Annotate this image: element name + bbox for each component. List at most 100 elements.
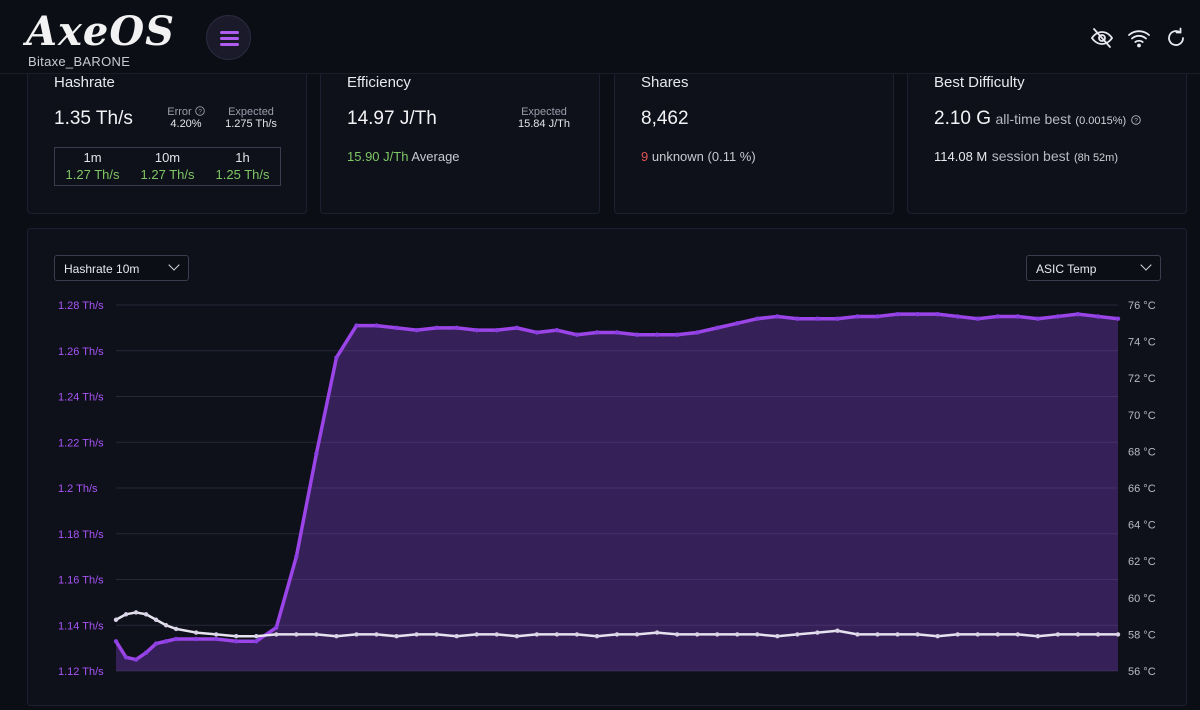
eye-off-icon[interactable] (1090, 26, 1114, 50)
efficiency-average: 15.90 J/Th Average (347, 149, 460, 164)
temp-point (534, 632, 540, 637)
temp-point (173, 626, 179, 632)
menu-button[interactable] (206, 15, 251, 60)
y-left-tick-label: 1.26 Th/s (58, 346, 104, 358)
hashrate-point (614, 330, 620, 335)
hashrate-point (715, 325, 720, 331)
top-bar: AxeOS Bitaxe_BARONE (0, 0, 1200, 74)
temp-line (115, 611, 1118, 638)
temp-point (1095, 632, 1101, 637)
hashrate-point (634, 332, 640, 337)
shares-card: Shares 8,462 9 unknown (0.11 %) (614, 74, 894, 214)
hashrate-point (434, 325, 439, 331)
temp-point (574, 632, 580, 637)
temp-point (674, 632, 680, 637)
temp-point (855, 632, 860, 637)
temp-point (354, 632, 359, 637)
y-right-tick-label: 60 °C (1128, 593, 1156, 605)
temp-point (1075, 632, 1081, 637)
hashrate-point (193, 636, 199, 642)
right-series-select[interactable]: ASIC Temp (1026, 255, 1161, 281)
svg-text:?: ? (1134, 117, 1138, 124)
hashrate-point (514, 325, 519, 331)
hashrate-point (935, 311, 940, 317)
temp-point (314, 632, 319, 637)
temp-point (594, 634, 600, 639)
card-title: Efficiency (347, 74, 411, 91)
left-series-select[interactable]: Hashrate 10m (54, 255, 189, 281)
y-right-tick-label: 70 °C (1128, 410, 1156, 422)
app-logo[interactable]: AxeOS (26, 12, 175, 52)
hashrate-point (815, 316, 820, 321)
hashrate-point (835, 316, 840, 321)
temp-point (1115, 632, 1121, 637)
temp-point (775, 634, 780, 639)
y-right-tick-label: 66 °C (1128, 483, 1156, 495)
hashrate-point (133, 657, 139, 662)
temp-point (694, 632, 700, 637)
efficiency-value: 14.97 J/Th (347, 108, 437, 129)
hashrate-point (314, 451, 319, 456)
hashrate-point (674, 332, 680, 337)
card-title: Best Difficulty (934, 74, 1025, 91)
temp-point (254, 634, 259, 639)
help-icon[interactable]: ? (1130, 115, 1141, 125)
menu-icon (220, 31, 239, 34)
temp-point (1055, 632, 1061, 637)
hashrate-point (1035, 316, 1041, 321)
hashrate-point (855, 314, 860, 319)
temp-point (474, 632, 479, 637)
hashrate-point (654, 332, 660, 337)
temp-point (414, 632, 419, 637)
hashrate-point (755, 316, 760, 321)
hashrate-point (574, 332, 580, 337)
temp-point (374, 632, 379, 637)
logo-text: AxeOS (26, 8, 176, 55)
hashrate-point (1015, 314, 1020, 319)
hashrate-point (1075, 311, 1081, 317)
temp-point (634, 632, 640, 637)
hashrate-point (995, 314, 1000, 319)
session-best: 114.08 M session best (8h 52m) (934, 148, 1119, 164)
hashrate-temp-chart[interactable]: 1.28 Th/s 1.26 Th/s 1.24 Th/s 1.22 Th/s 1.2 … (28, 229, 1188, 707)
hashrate-averages: 1m 1.27 Th/s 10m 1.27 Th/s 1h 1.25 Th/s (54, 147, 281, 186)
y-left-tick-label: 1.24 Th/s (58, 392, 104, 404)
temp-point (163, 623, 169, 628)
hashrate-point (1095, 314, 1101, 319)
hashrate-point (163, 639, 169, 644)
expected-value: 15.84 J/Th (518, 118, 570, 130)
hashrate-point (694, 330, 700, 335)
y-right-tick-label: 68 °C (1128, 446, 1156, 458)
y-right-tick-label: 72 °C (1128, 373, 1156, 385)
shares-unknown: 9 unknown (0.11 %) (641, 149, 756, 164)
temp-point (815, 630, 820, 635)
hashrate-point (594, 330, 600, 335)
wifi-icon[interactable] (1127, 26, 1151, 50)
y-right-tick-label: 62 °C (1128, 556, 1156, 568)
alltime-best: 2.10 G all-time best (0.0015%) ? (934, 108, 1141, 130)
hashrate-point (955, 314, 960, 319)
efficiency-card: Efficiency 14.97 J/Th Expected 15.84 J/T… (320, 74, 600, 214)
y-left-tick-label: 1.18 Th/s (58, 529, 104, 541)
device-name: Bitaxe_BARONE (28, 54, 131, 69)
y-left-tick-label: 1.2 Th/s (58, 483, 98, 495)
temp-point (875, 632, 880, 637)
hashrate-point (735, 321, 740, 326)
svg-text:?: ? (198, 108, 202, 115)
hashrate-point (394, 325, 399, 331)
y-left-tick-label: 1.22 Th/s (58, 437, 104, 449)
temp-point (935, 634, 940, 639)
refresh-icon[interactable] (1164, 26, 1188, 50)
best-difficulty-value: 2.10 G (934, 108, 992, 129)
expected-block: Expected 1.275 Th/s (221, 106, 281, 130)
temp-point (755, 632, 760, 637)
hashrate-point (354, 323, 359, 328)
temp-point (1035, 634, 1041, 639)
temp-point (334, 634, 339, 639)
error-label: Error (167, 106, 192, 118)
temp-point (234, 634, 239, 639)
avg-1h: 1h 1.25 Th/s (215, 150, 270, 182)
expected-label: Expected (228, 106, 274, 118)
chart-panel: Hashrate 10m ASIC Temp 1.28 Th/s 1.26 Th/… (27, 228, 1187, 706)
help-icon[interactable]: ? (194, 106, 205, 116)
